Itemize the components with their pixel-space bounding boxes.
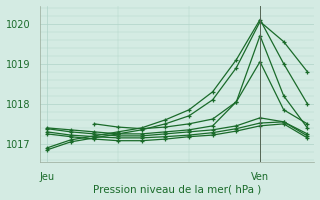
- X-axis label: Pression niveau de la mer( hPa ): Pression niveau de la mer( hPa ): [93, 184, 261, 194]
